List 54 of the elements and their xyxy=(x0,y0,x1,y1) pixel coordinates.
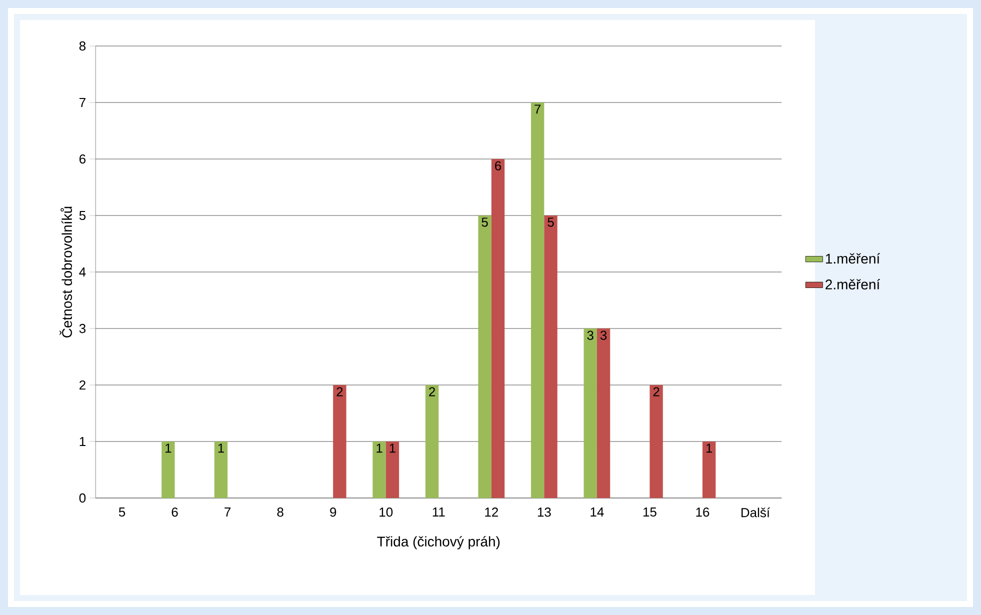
y-tick-label: 3 xyxy=(79,324,86,334)
y-tick-label: 1 xyxy=(80,437,86,446)
y-tick-label: 7 xyxy=(80,98,86,107)
data-label: 3 xyxy=(587,330,594,340)
data-label: 7 xyxy=(534,104,541,114)
y-tick-label: 5 xyxy=(79,210,86,220)
data-label: 1 xyxy=(706,444,712,453)
x-tick-label: 12 xyxy=(485,508,498,517)
y-tick-label: 2 xyxy=(80,380,86,390)
bar xyxy=(544,216,558,498)
y-axis-title: Četnost dobrovolníků xyxy=(60,206,72,338)
bar xyxy=(584,328,597,498)
data-label: 2 xyxy=(653,387,660,396)
x-tick-label: 11 xyxy=(432,508,445,516)
data-label: 1 xyxy=(376,444,382,453)
data-label: 5 xyxy=(548,218,554,227)
legend-label: 1.měření xyxy=(826,253,880,264)
data-label: 5 xyxy=(482,218,488,227)
bar xyxy=(333,385,346,498)
x-tick-label: 15 xyxy=(643,508,656,517)
bar xyxy=(702,442,716,498)
bar xyxy=(372,442,386,498)
bar xyxy=(386,442,400,498)
data-label: 1 xyxy=(390,444,396,453)
x-tick-label: 10 xyxy=(380,508,393,517)
x-axis-title: Třida (čichový práh) xyxy=(377,536,500,550)
data-label: 2 xyxy=(429,387,435,396)
data-label: 1 xyxy=(218,444,224,453)
bar xyxy=(425,385,439,498)
bar xyxy=(162,442,175,498)
data-label: 2 xyxy=(336,387,343,396)
x-tick-label: 13 xyxy=(538,508,551,517)
bar xyxy=(491,159,505,498)
bar xyxy=(530,102,544,498)
x-tick-label: Další xyxy=(742,508,770,518)
x-tick-label: 9 xyxy=(330,508,336,517)
data-label: 1 xyxy=(166,444,172,453)
bar xyxy=(596,328,610,498)
bar xyxy=(650,385,663,498)
y-tick-label: 6 xyxy=(80,154,86,164)
x-tick-label: 8 xyxy=(277,508,284,517)
bar xyxy=(214,442,228,498)
bar xyxy=(478,216,492,498)
x-tick-label: 6 xyxy=(172,508,178,517)
data-label: 3 xyxy=(600,330,607,340)
x-tick-label: 5 xyxy=(118,508,126,517)
y-tick-label: 4 xyxy=(79,268,86,276)
legend-label: 2.měření xyxy=(826,278,880,290)
data-label: 6 xyxy=(495,161,502,170)
x-tick-label: 14 xyxy=(590,508,604,516)
y-tick-label: 8 xyxy=(79,41,86,51)
y-tick-label: 0 xyxy=(79,493,86,503)
x-tick-label: 16 xyxy=(696,508,710,517)
x-tick-label: 7 xyxy=(224,508,230,516)
